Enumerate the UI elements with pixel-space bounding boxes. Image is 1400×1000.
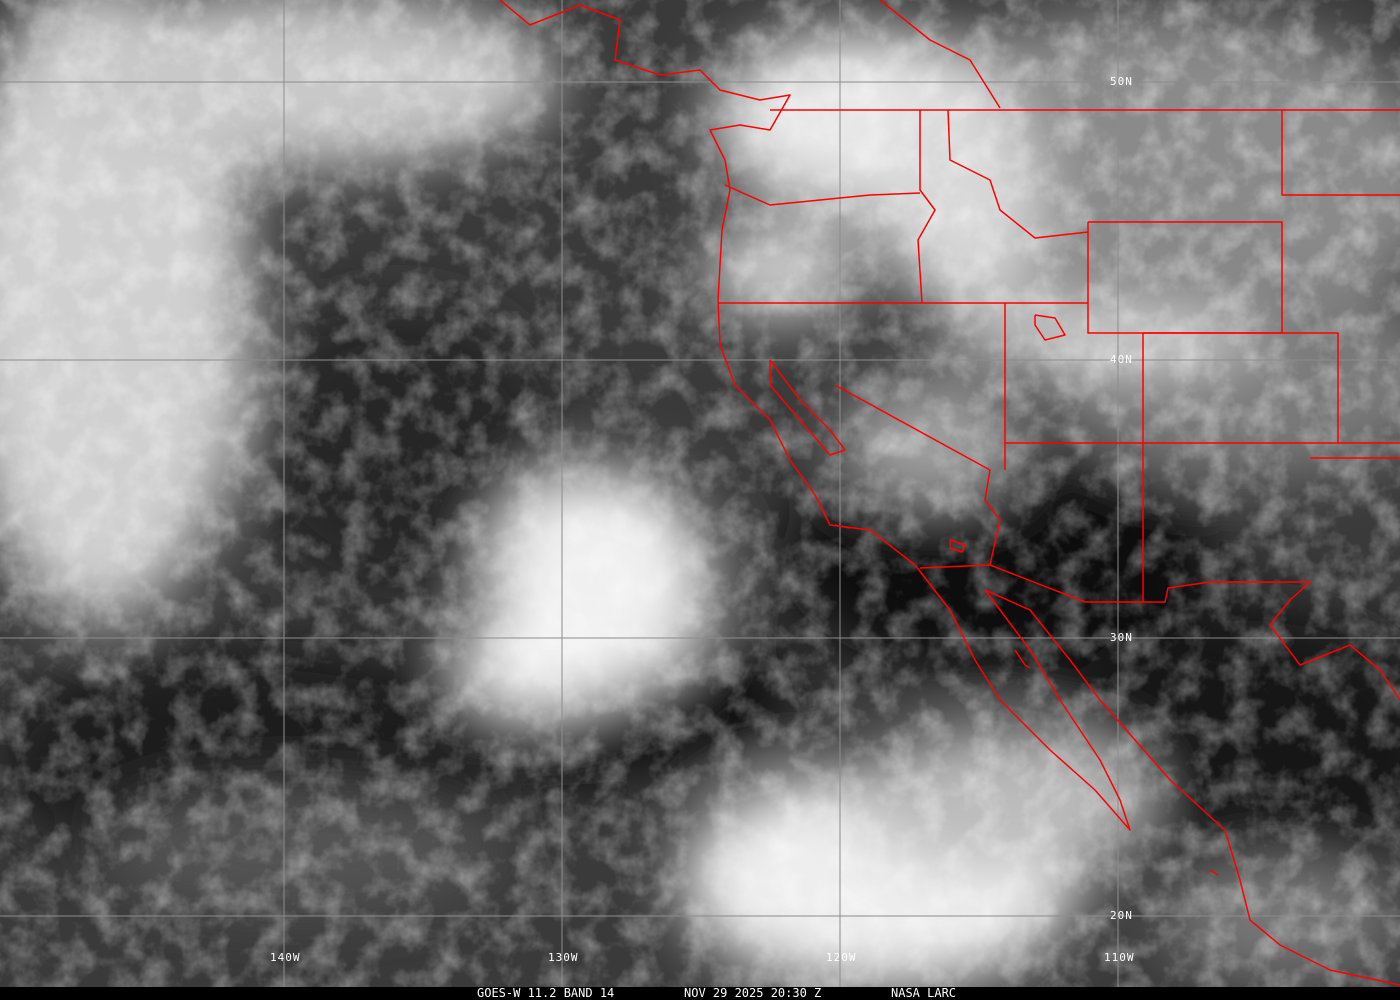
lon-label-110w: 110W <box>1104 951 1135 964</box>
caption-datetime: NOV 29 2025 20:30 Z <box>684 986 822 1000</box>
great-salt-lake <box>1034 314 1066 341</box>
coastline-pacific <box>499 0 1131 831</box>
lake-tahoe-outline <box>769 359 846 456</box>
border-wa-or <box>724 184 921 206</box>
border-idaho-west <box>917 110 936 304</box>
caption-source: NASA LARC <box>891 986 957 1000</box>
lat-label-20n: 20N <box>1110 909 1133 922</box>
lat-label-40n: 40N <box>1110 353 1133 366</box>
lat-label-50n: 50N <box>1110 75 1133 88</box>
lon-label-120w: 120W <box>826 951 857 964</box>
border-montana-dakota <box>1281 110 1400 196</box>
salton-sea <box>949 539 966 553</box>
border-idaho-montana <box>947 109 1089 239</box>
border-us-mexico <box>919 564 1400 701</box>
lon-label-130w: 130W <box>548 951 579 964</box>
border-colorado <box>1143 332 1339 443</box>
border-ca-nv <box>834 384 1001 566</box>
coastline-mexico-mainland <box>984 589 1400 986</box>
political-boundaries <box>499 0 1400 986</box>
caption-bar: GOES-W 11.2 BAND 14 NOV 29 2025 20:30 Z … <box>0 987 1400 1000</box>
caption-satellite: GOES-W 11.2 BAND 14 <box>477 986 615 1000</box>
lat-label-30n: 30N <box>1110 631 1133 644</box>
channel-islands <box>834 524 851 529</box>
lon-label-140w: 140W <box>270 951 301 964</box>
island-mexico <box>1209 869 1219 876</box>
border-bc-coast <box>879 0 1001 109</box>
gulf-islands <box>1014 649 1031 669</box>
